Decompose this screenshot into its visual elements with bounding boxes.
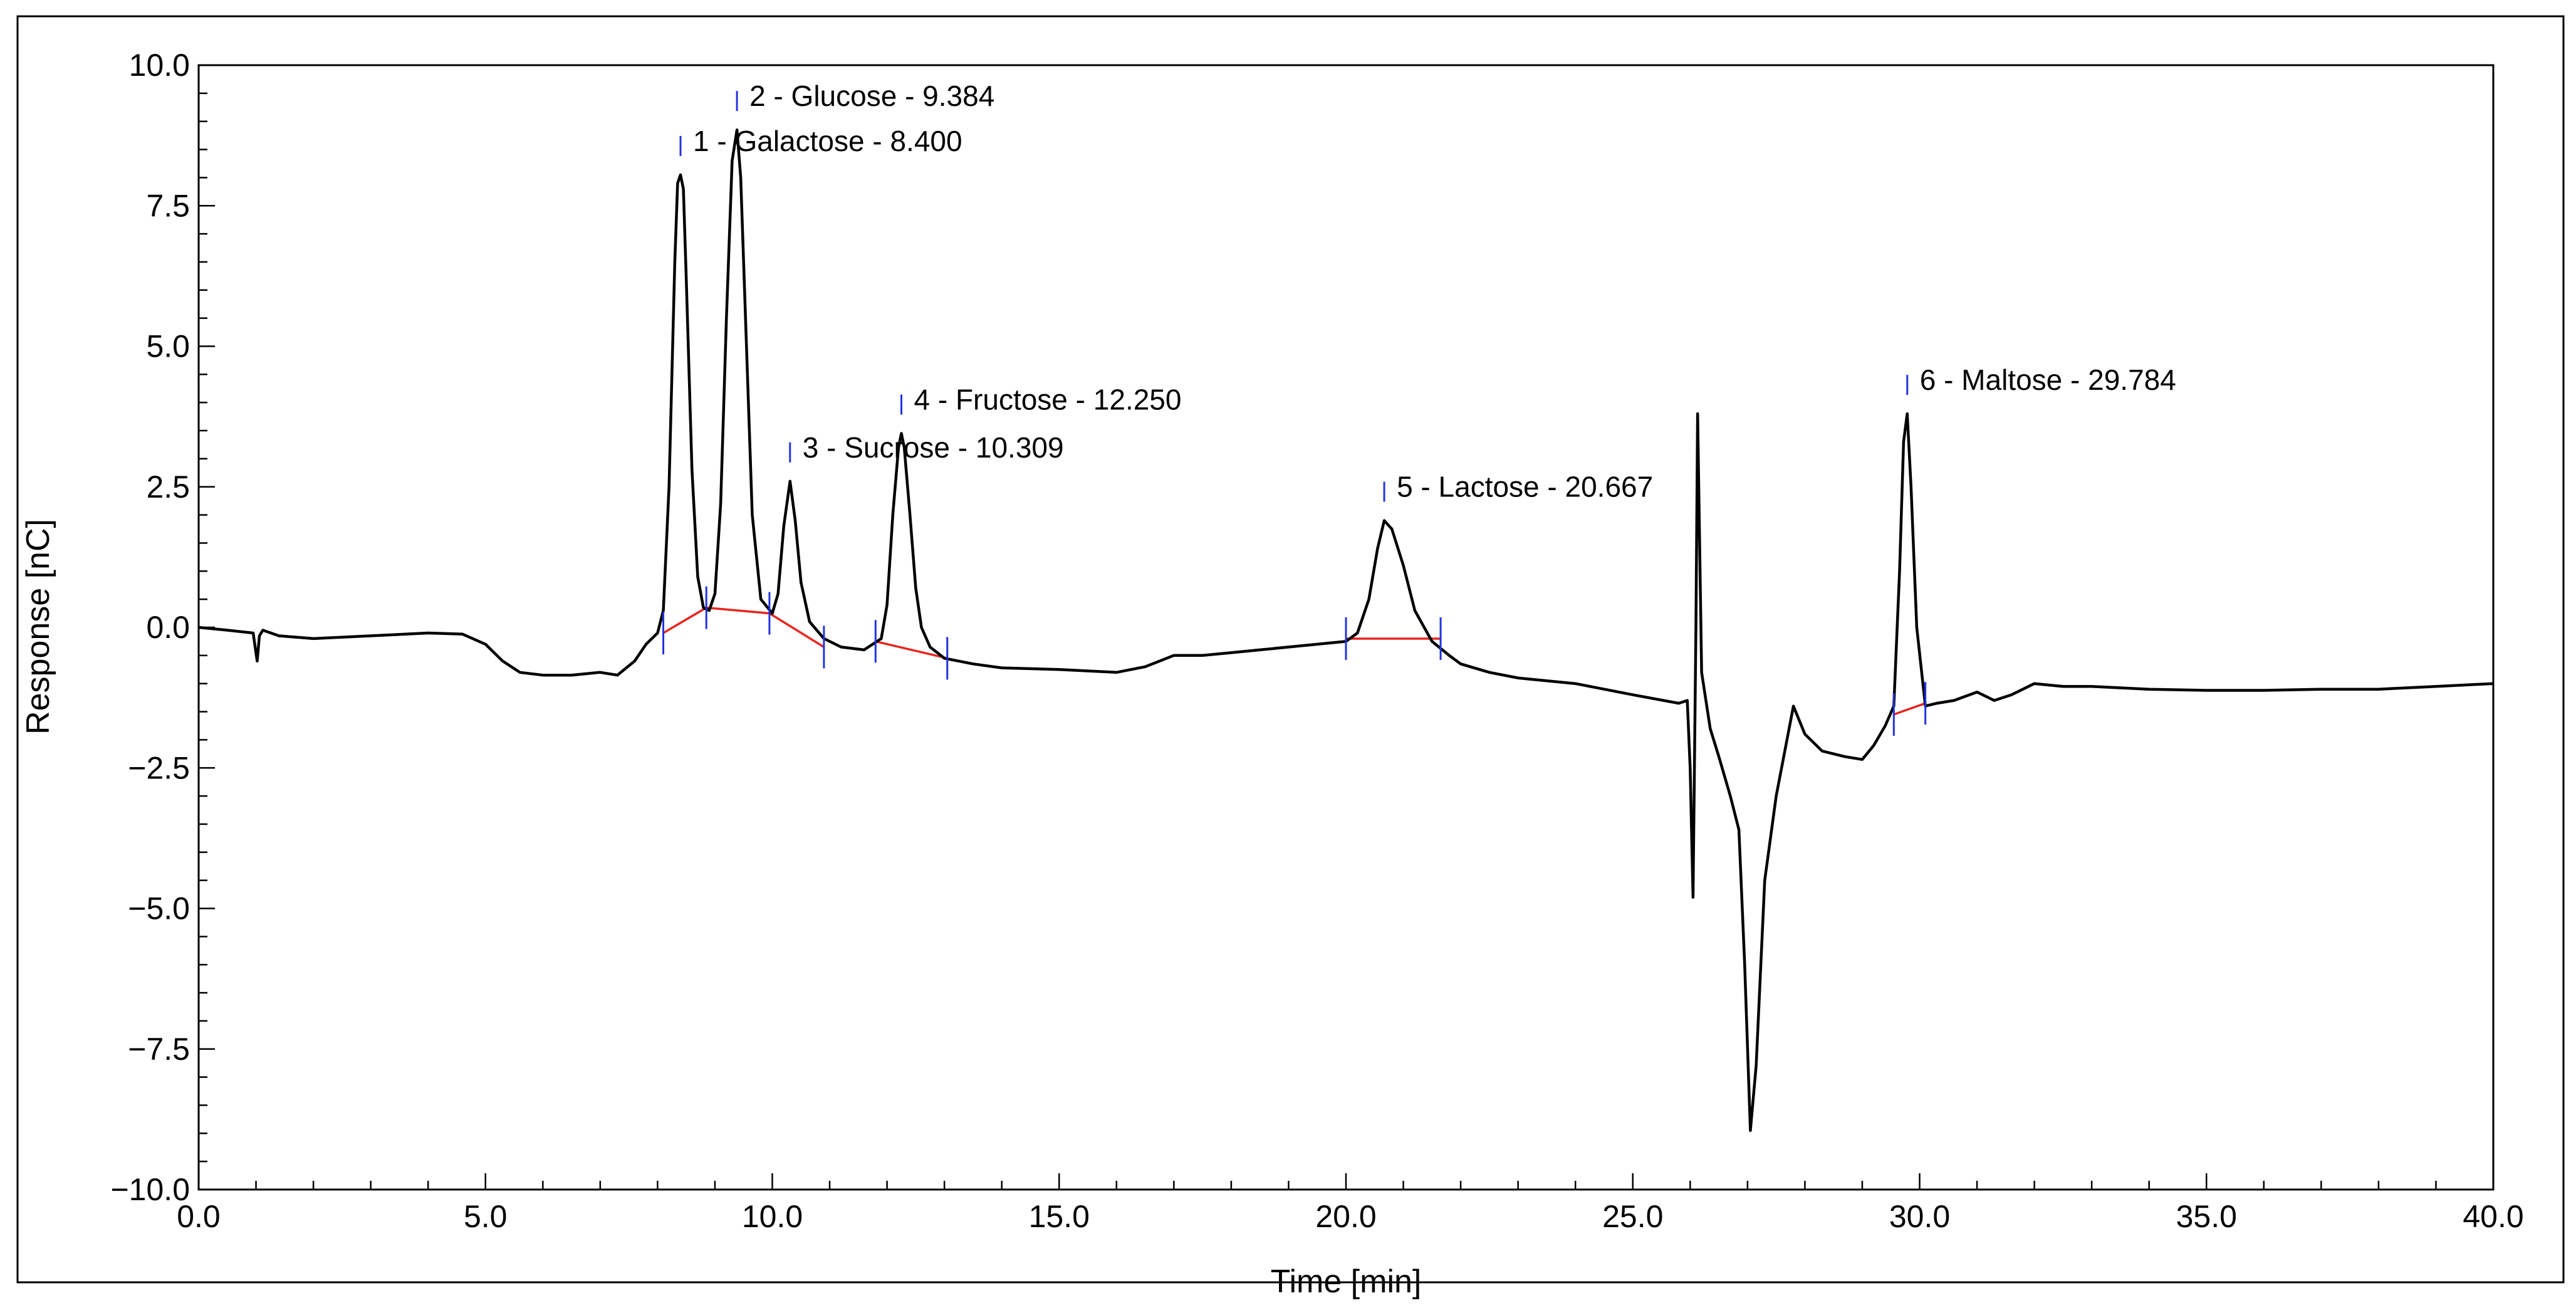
peak-label: 4 - Fructose - 12.250 <box>914 384 1181 416</box>
baseline-segment <box>662 606 825 648</box>
x-tick-label: 40.0 <box>2463 1199 2523 1234</box>
x-axis-title: Time [min] <box>1271 1264 1422 1300</box>
baseline-segment <box>875 640 948 660</box>
y-tick-label: −2.5 <box>128 750 190 785</box>
x-tick-label: 5.0 <box>464 1199 508 1234</box>
x-tick-label: 25.0 <box>1602 1199 1663 1234</box>
x-tick-label: 15.0 <box>1029 1199 1090 1234</box>
peak-label: 1 - Galactose - 8.400 <box>693 125 962 157</box>
x-tick-label: 30.0 <box>1889 1199 1950 1234</box>
peak-label: 6 - Maltose - 29.784 <box>1920 364 2176 396</box>
y-tick-label: 0.0 <box>146 610 190 645</box>
peak-labels: 1 - Galactose - 8.400 2 - Glucose - 9.384… <box>693 80 2176 503</box>
x-tick-label: 0.0 <box>177 1199 221 1234</box>
y-tick-label: −7.5 <box>128 1032 190 1067</box>
y-tick-label: −10.0 <box>110 1172 190 1207</box>
peak-markers <box>662 91 1927 736</box>
baseline-segment <box>1893 702 1926 716</box>
x-tick-label: 10.0 <box>742 1199 803 1234</box>
peak-baselines <box>662 606 1926 716</box>
peak-label: 3 - Sucrose - 10.309 <box>803 431 1064 464</box>
outer-frame <box>16 15 2565 1284</box>
y-tick-label: 5.0 <box>146 329 190 364</box>
series-line <box>198 128 2494 1133</box>
y-tick-label: 10.0 <box>129 48 190 83</box>
y-tick-label: 2.5 <box>146 469 190 505</box>
y-tick-label: −5.0 <box>128 891 190 926</box>
y-axis-title: Response [nC] <box>20 519 56 735</box>
x-axis: 0.0 5.0 10.0 15.0 20.0 25.0 30.0 35.0 40.0 <box>177 1173 2524 1234</box>
y-axis: 10.0 7.5 5.0 2.5 0.0 −2.5 −5.0 −7.5 −10.0 <box>110 48 215 1207</box>
peak-label: 5 - Lactose - 20.667 <box>1397 471 1653 503</box>
x-tick-label: 20.0 <box>1315 1199 1376 1234</box>
peak-label: 2 - Glucose - 9.384 <box>749 80 994 112</box>
y-tick-label: 7.5 <box>146 188 190 223</box>
x-tick-label: 35.0 <box>2176 1199 2237 1234</box>
chromatogram-trace <box>198 128 2494 1133</box>
